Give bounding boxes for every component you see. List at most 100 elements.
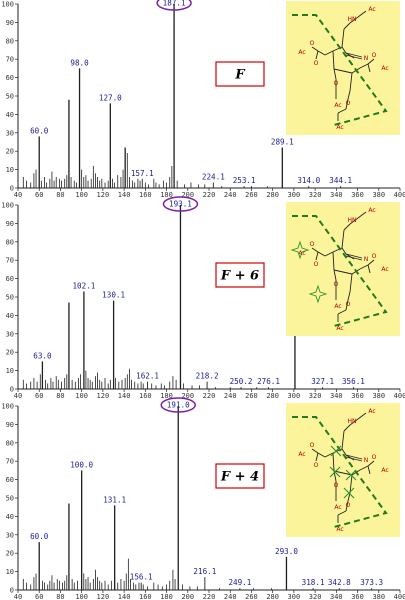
x-tick-label: 340 (330, 392, 343, 400)
peak-label: 162.1 (136, 372, 159, 381)
x-tick-label: 220 (203, 392, 216, 400)
x-tick-label: 100 (75, 392, 88, 400)
structure-bond (333, 68, 337, 80)
x-tick-label: 320 (309, 191, 322, 199)
y-tick-label: 100 (1, 403, 14, 411)
structure-bond (324, 452, 334, 458)
peak-label: 98.0 (70, 58, 89, 67)
atom-ac: Ac (381, 266, 388, 273)
structure-bond (315, 50, 319, 60)
x-tick-label: 180 (160, 392, 173, 400)
atom-ac: Ac (334, 303, 341, 310)
peak-label: 327.1 (311, 377, 334, 386)
x-tick-label: 300 (288, 191, 301, 199)
nitrile-bond (345, 456, 363, 462)
isotope-cross-icon (345, 469, 357, 481)
atom-o: O (314, 462, 319, 469)
structure-bond (349, 72, 353, 92)
x-tick-label: 340 (330, 191, 343, 199)
y-tick-label: 40 (6, 312, 14, 320)
structure-bond (345, 98, 349, 110)
y-tick-label: 70 (6, 56, 14, 64)
atom-ac: Ac (381, 65, 388, 72)
structure-bond (337, 510, 347, 516)
structure-bond (332, 452, 335, 472)
structure-bond (367, 465, 371, 475)
x-tick-label: 60 (35, 593, 43, 600)
peak-label: 100.0 (70, 460, 93, 469)
atom-n: N (364, 457, 369, 464)
structure-bond (357, 211, 367, 219)
structure-bond (315, 452, 319, 462)
peak-label: 293.0 (275, 547, 298, 556)
structure-bond (341, 46, 347, 54)
atom-o: O (334, 80, 339, 87)
y-tick-label: 50 (6, 294, 14, 302)
structure-bond (311, 46, 319, 52)
y-tick-label: 40 (6, 513, 14, 521)
x-tick-label: 60 (35, 191, 43, 199)
peak-label: 60.0 (30, 532, 49, 541)
y-tick-label: 0 (10, 386, 14, 394)
x-tick-label: 200 (181, 191, 194, 199)
fragmentation-line (292, 416, 388, 528)
atom-n: N (364, 55, 369, 62)
nitrile-bond (345, 54, 363, 60)
y-tick-label: 10 (6, 367, 14, 375)
y-tick-label: 60 (6, 275, 14, 283)
y-tick-label: 80 (6, 439, 14, 447)
x-tick-label: 40 (14, 392, 22, 400)
y-tick-label: 100 (1, 202, 14, 210)
x-tick-label: 40 (14, 593, 22, 600)
atom-o: O (310, 442, 315, 449)
structure-bond (324, 50, 334, 56)
atom-o: O (334, 281, 339, 288)
peak-label: 342.8 (328, 578, 351, 587)
structure-bond (317, 251, 326, 257)
structure-bond (333, 470, 353, 476)
compound-label: F + 4 (220, 470, 259, 485)
structure-bond (341, 28, 345, 48)
x-tick-label: 80 (56, 392, 64, 400)
y-tick-label: 90 (6, 19, 14, 27)
x-tick-label: 240 (224, 593, 237, 600)
structure-bond (349, 273, 353, 293)
structure-bond (367, 460, 375, 467)
structure-bond (341, 229, 345, 249)
atom-hn: HN (348, 217, 357, 224)
structure-bond (357, 412, 367, 420)
x-tick-label: 200 (181, 392, 194, 400)
x-tick-label: 140 (118, 392, 131, 400)
x-tick-label: 320 (309, 593, 322, 600)
spectrum-panel-2: 0 10 20 30 40 50 60 70 80 90 100 40 60 80 100 120 140 160… (1, 196, 405, 400)
x-tick-label: 380 (372, 392, 385, 400)
y-tick-label: 90 (6, 421, 14, 429)
structure-bond (332, 50, 335, 70)
structure-bond (347, 291, 351, 301)
structure-bond (345, 299, 349, 311)
isotope-cross-icon (329, 466, 341, 478)
structure-bond (359, 264, 369, 270)
base-peak-highlight (156, 0, 192, 11)
structure-bond (359, 63, 369, 69)
atom-ac: Ac (368, 408, 375, 415)
y-tick-label: 80 (6, 37, 14, 45)
peak-label: 289.1 (271, 138, 294, 147)
structure-bond (367, 63, 371, 73)
atom-ac: Ac (334, 102, 341, 109)
structure-bond (333, 269, 337, 281)
compound-label: F + 6 (220, 269, 259, 284)
atom-o: O (310, 241, 315, 248)
peak-label: 216.1 (193, 567, 216, 576)
y-tick-label: 90 (6, 220, 14, 228)
x-tick-label: 240 (224, 392, 237, 400)
x-tick-label: 220 (203, 593, 216, 600)
structure-bond (311, 448, 319, 454)
atom-o: O (314, 261, 319, 268)
isotope-star-icon (308, 284, 328, 304)
atom-ac: Ac (298, 250, 305, 257)
